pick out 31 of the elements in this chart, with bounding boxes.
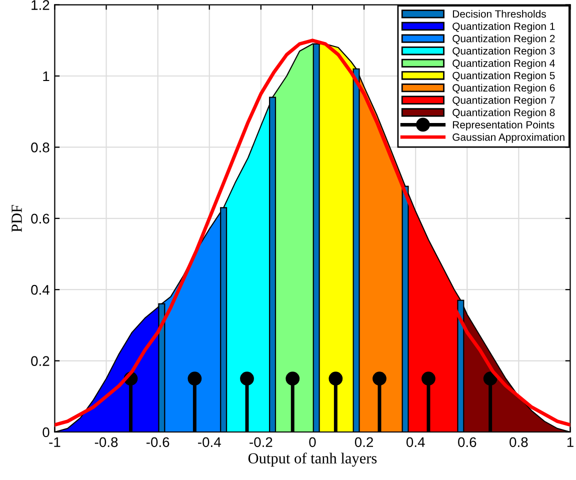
y-axis-title: PDF: [12, 204, 22, 232]
x-tick-label: 0.8: [510, 437, 528, 448]
x-tick-label: -0.4: [198, 437, 221, 448]
x-tick-label: 0.4: [406, 437, 425, 448]
x-tick-label: -1: [49, 437, 60, 447]
y-tick-label: 0: [42, 427, 50, 438]
y-tick-label: 0.8: [31, 142, 50, 152]
y-tick-label: 1: [43, 71, 50, 82]
legend-label: Quantization Region 6: [452, 84, 555, 94]
y-tick-label: 0.4: [31, 284, 50, 295]
legend-label: Quantization Region 3: [452, 46, 555, 57]
x-tick-label: -0.8: [94, 437, 118, 448]
legend-label: Quantization Region 7: [452, 96, 555, 106]
x-axis-title: Output of tanh layers: [248, 452, 377, 467]
legend-label: Quantization Region 1: [452, 22, 555, 32]
x-tick-label: -0.2: [250, 437, 272, 448]
x-tick-label: -0.6: [146, 437, 170, 448]
x-tick-label: 0.6: [458, 437, 476, 448]
legend-label: Quantization Region 2: [452, 34, 555, 44]
legend-label: Quantization Region 8: [452, 108, 555, 118]
x-tick-label: 0.2: [354, 437, 373, 448]
legend-label: Gaussian Approximation: [452, 133, 564, 143]
legend-label: Quantization Region 4: [452, 59, 555, 69]
legend-label: Quantization Region 5: [452, 72, 555, 82]
x-tick-label: 1: [567, 437, 574, 447]
x-tick-label: 0: [309, 437, 316, 448]
y-tick-label: 0.2: [31, 356, 50, 366]
legend-label: Representation Points: [452, 120, 554, 131]
legend-label: Decision Thresholds: [452, 10, 546, 18]
y-tick-label: 1.2: [32, 0, 50, 10]
y-tick-label: 0.6: [31, 214, 50, 224]
